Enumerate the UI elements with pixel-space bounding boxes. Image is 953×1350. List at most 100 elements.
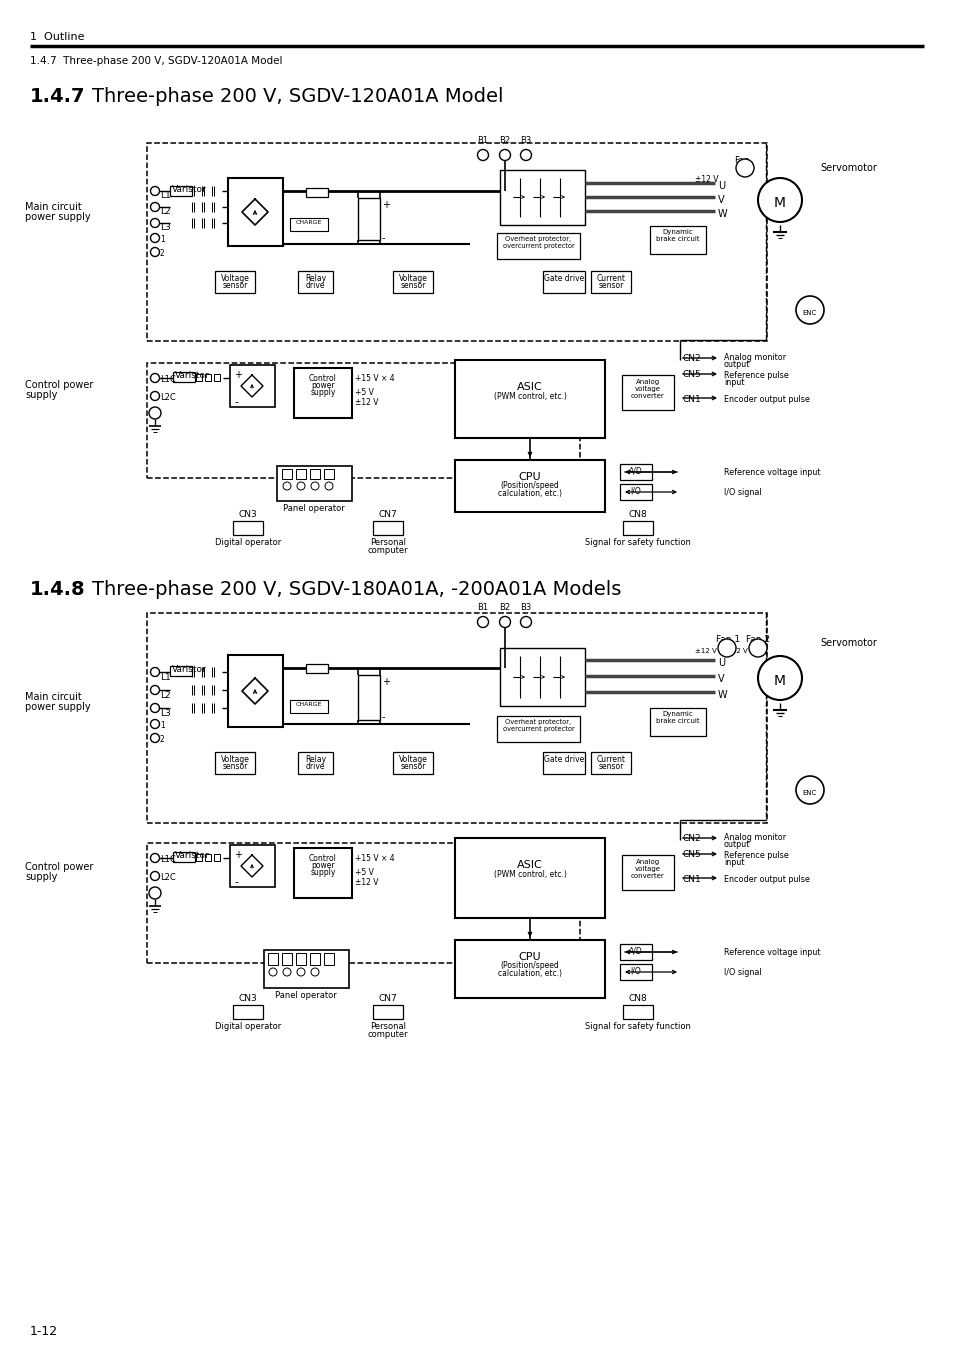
Text: supply: supply <box>25 390 57 400</box>
Text: CHARGE: CHARGE <box>295 220 322 225</box>
Circle shape <box>151 703 159 713</box>
Text: voltage: voltage <box>635 386 660 391</box>
Circle shape <box>151 234 159 243</box>
Bar <box>619 464 651 481</box>
Text: calculation, etc.): calculation, etc.) <box>497 489 561 498</box>
Text: voltage: voltage <box>635 865 660 872</box>
Bar <box>228 655 283 728</box>
Text: I/O: I/O <box>630 487 640 495</box>
Text: converter: converter <box>631 393 664 400</box>
Text: B3: B3 <box>519 603 531 612</box>
Bar <box>282 953 292 965</box>
Bar <box>306 664 328 674</box>
Bar <box>205 374 211 381</box>
Bar <box>282 468 292 479</box>
Bar <box>393 271 433 293</box>
Text: Main circuit: Main circuit <box>25 693 82 702</box>
Text: +5 V: +5 V <box>355 868 374 878</box>
Text: ±12 V: ±12 V <box>725 648 747 653</box>
Text: Reference pulse: Reference pulse <box>723 850 788 860</box>
Text: Varistor: Varistor <box>172 666 207 674</box>
Text: CN8: CN8 <box>628 510 647 518</box>
Text: (PWM control, etc.): (PWM control, etc.) <box>493 392 566 401</box>
Text: Personal: Personal <box>370 1022 406 1031</box>
Text: Voltage: Voltage <box>398 755 427 764</box>
Text: ±12 V: ±12 V <box>695 176 718 184</box>
Text: L2C: L2C <box>160 393 175 402</box>
Bar <box>357 198 379 240</box>
Text: -: - <box>233 878 237 887</box>
Text: I/O signal: I/O signal <box>723 968 760 977</box>
Text: CN7: CN7 <box>378 510 397 518</box>
Text: ENC: ENC <box>802 790 817 796</box>
Text: Personal: Personal <box>370 539 406 547</box>
Text: I/O: I/O <box>630 967 640 976</box>
Circle shape <box>151 247 159 256</box>
Text: +15 V × 4: +15 V × 4 <box>355 855 395 863</box>
Bar <box>290 701 328 713</box>
Text: Relay: Relay <box>305 274 326 284</box>
Bar <box>622 521 652 535</box>
Circle shape <box>296 968 305 976</box>
Circle shape <box>283 482 291 490</box>
Circle shape <box>311 482 318 490</box>
Bar <box>622 1004 652 1019</box>
Text: Digital operator: Digital operator <box>214 539 281 547</box>
Text: W: W <box>718 209 727 219</box>
Circle shape <box>311 968 318 976</box>
Text: V: V <box>718 194 724 205</box>
Text: (Position/speed: (Position/speed <box>500 481 558 490</box>
Text: ASIC: ASIC <box>517 382 542 391</box>
Text: +: + <box>381 200 390 211</box>
Bar <box>147 143 766 342</box>
Bar <box>310 468 319 479</box>
Text: L2: L2 <box>160 208 171 216</box>
Text: Digital operator: Digital operator <box>214 1022 281 1031</box>
Circle shape <box>735 159 753 177</box>
Text: 1  Outline: 1 Outline <box>30 32 85 42</box>
Bar <box>497 716 579 742</box>
Text: U: U <box>718 181 724 190</box>
Text: Control power: Control power <box>25 379 93 390</box>
Text: brake circuit: brake circuit <box>656 236 700 242</box>
Text: Varistor: Varistor <box>172 185 207 194</box>
Text: 1-12: 1-12 <box>30 1324 58 1338</box>
Text: power supply: power supply <box>25 702 91 711</box>
Circle shape <box>748 639 766 657</box>
Text: Gate drive: Gate drive <box>543 274 583 284</box>
Text: B1: B1 <box>476 603 488 612</box>
Bar <box>295 468 306 479</box>
Text: ±12 V: ±12 V <box>355 878 378 887</box>
Text: power supply: power supply <box>25 212 91 221</box>
Text: Servomotor: Servomotor <box>820 163 876 173</box>
Text: U: U <box>718 657 724 668</box>
Bar <box>542 271 584 293</box>
Text: +: + <box>381 676 390 687</box>
Bar <box>455 940 604 998</box>
Circle shape <box>520 150 531 161</box>
Text: sensor: sensor <box>222 761 248 771</box>
Bar <box>373 521 402 535</box>
Text: Analog: Analog <box>636 859 659 865</box>
Text: L1: L1 <box>160 192 171 201</box>
Text: B1: B1 <box>476 136 488 144</box>
Bar <box>294 369 352 418</box>
Text: L1: L1 <box>160 672 171 682</box>
Circle shape <box>149 887 161 899</box>
Bar <box>195 855 202 861</box>
Text: CPU: CPU <box>518 952 540 963</box>
Text: A/D: A/D <box>628 946 642 956</box>
Circle shape <box>520 617 531 628</box>
Circle shape <box>149 406 161 418</box>
Text: Panel operator: Panel operator <box>283 504 345 513</box>
Text: L1C: L1C <box>160 375 175 385</box>
Bar <box>147 363 579 478</box>
Text: Control: Control <box>309 855 336 863</box>
Text: Fan 1: Fan 1 <box>716 634 740 644</box>
Circle shape <box>758 178 801 221</box>
Bar <box>297 271 333 293</box>
Bar <box>276 466 352 501</box>
Text: supply: supply <box>310 868 335 878</box>
Text: B2: B2 <box>499 136 510 144</box>
Text: 1.4.7: 1.4.7 <box>30 86 86 107</box>
